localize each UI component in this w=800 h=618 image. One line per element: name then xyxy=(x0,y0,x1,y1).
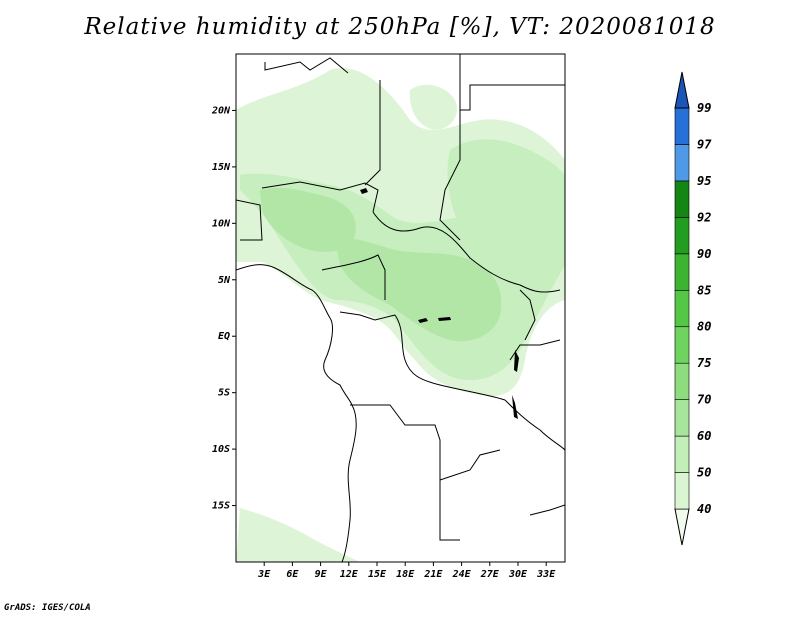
colorbar-segment xyxy=(674,362,690,400)
colorbar-segment xyxy=(674,107,690,145)
lon-tick-label: 15E xyxy=(368,569,387,580)
humidity-region-north-patch xyxy=(409,84,458,130)
chart-title: Relative humidity at 250hPa [%], VT: 202… xyxy=(84,14,716,40)
humidity-shading xyxy=(236,68,565,562)
colorbar-segment xyxy=(674,326,690,364)
colorbar-label: 85 xyxy=(697,283,711,297)
colorbar-label: 40 xyxy=(697,502,711,516)
colorbar-label: 97 xyxy=(697,137,712,151)
longitude-axis: 3E 6E 9E 12E 15E 18E 21E 24E 27E 30E 33E xyxy=(257,562,556,580)
colorbar-lower-arrow xyxy=(674,508,690,546)
country-borders xyxy=(236,54,565,562)
lat-tick-label: 20N xyxy=(211,105,231,116)
lon-tick-label: 9E xyxy=(315,569,328,580)
colorbar-label: 75 xyxy=(697,356,711,370)
lon-tick-label: 24E xyxy=(452,569,472,580)
lat-tick-label: 5N xyxy=(218,275,231,286)
lat-tick-label: 15S xyxy=(212,501,230,512)
colorbar-label: 92 xyxy=(697,210,711,224)
lon-tick-label: 21E xyxy=(423,569,443,580)
lon-tick-label: 6E xyxy=(286,569,299,580)
colorbar-segment xyxy=(674,253,690,291)
lakes xyxy=(360,188,519,419)
lat-tick-label: 5S xyxy=(218,388,230,399)
latitude-axis: 20N 15N 10N 5N EQ 5S 10S 15S xyxy=(211,105,236,512)
colorbar-label: 90 xyxy=(697,247,711,261)
lon-tick-label: 27E xyxy=(480,569,500,580)
humidity-region-south xyxy=(236,508,360,562)
colorbar-segment xyxy=(674,144,690,182)
colorbar-label: 70 xyxy=(697,393,711,407)
lon-tick-label: 12E xyxy=(340,569,359,580)
map-frame xyxy=(235,53,566,563)
colorbar-segment xyxy=(674,180,690,218)
humidity-region-east xyxy=(447,139,565,273)
colorbar-segment xyxy=(674,399,690,437)
colorbar-upper-arrow xyxy=(674,71,690,109)
colorbar-label: 80 xyxy=(697,320,711,334)
lat-tick-label: 15N xyxy=(212,162,231,173)
lon-tick-label: 30E xyxy=(508,569,528,580)
lat-tick-label: 10N xyxy=(212,218,231,229)
colorbar-segment xyxy=(674,289,690,328)
credit-text: GrADS: IGES/COLA xyxy=(4,603,91,613)
lon-tick-label: 3E xyxy=(257,569,271,580)
lon-tick-label: 33E xyxy=(536,569,556,580)
colorbar-label: 95 xyxy=(697,174,711,188)
colorbar-segment xyxy=(674,217,690,255)
colorbar-segment xyxy=(674,435,690,473)
lon-tick-label: 18E xyxy=(396,569,415,580)
humidity-region-congo xyxy=(335,238,502,342)
colorbar-segment xyxy=(674,472,690,510)
colorbar-label: 60 xyxy=(697,429,711,443)
lat-tick-label: EQ xyxy=(218,331,230,342)
humidity-region-west xyxy=(260,187,356,252)
colorbar-label: 99 xyxy=(697,101,711,115)
colorbar-label: 50 xyxy=(697,466,711,480)
colorbar: 40 50 60 70 75 80 85 90 92 95 97 99 xyxy=(674,71,712,546)
lat-tick-label: 10S xyxy=(212,444,230,455)
